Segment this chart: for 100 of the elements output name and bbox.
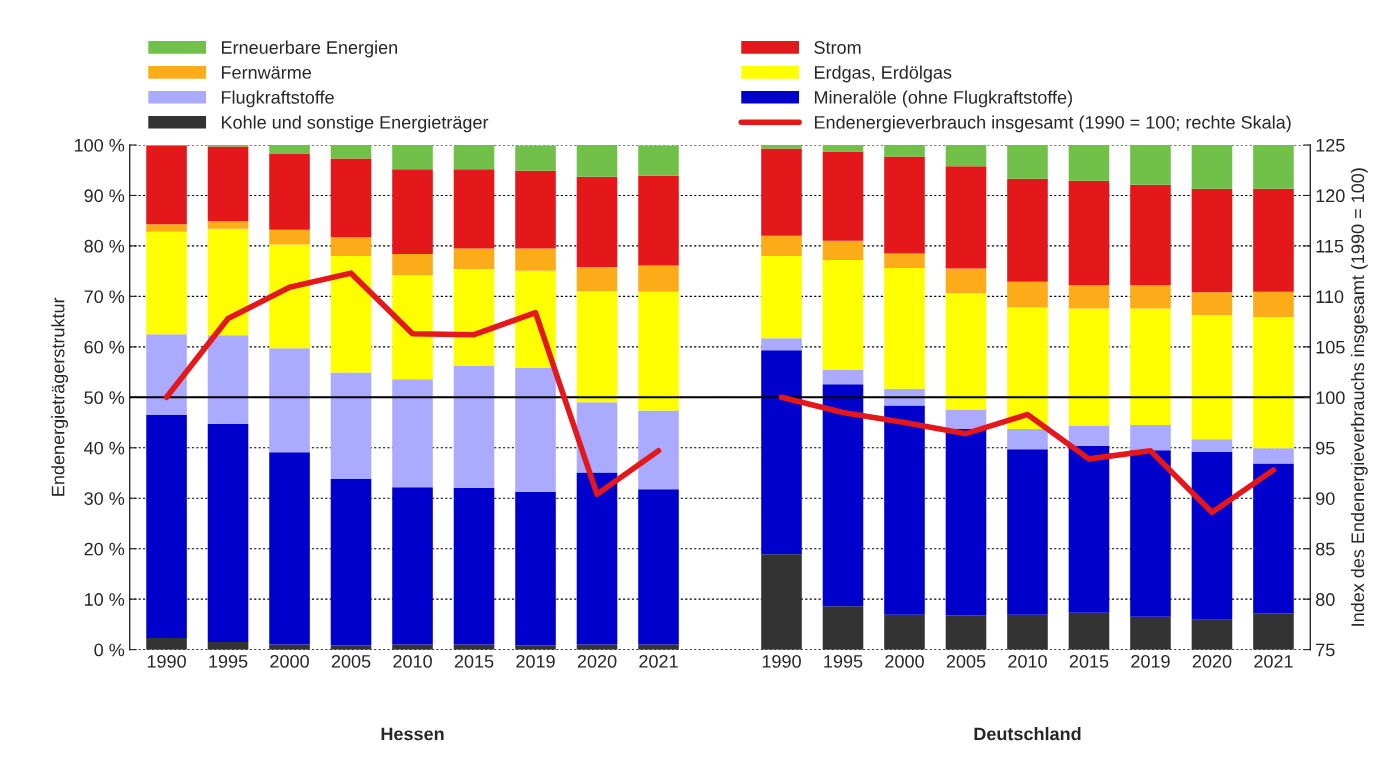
y-tick-label: 20 %: [84, 542, 125, 556]
bar: [1191, 619, 1233, 650]
bar: [822, 370, 864, 385]
bar: [822, 260, 864, 371]
y2-tick-label: 90: [1316, 492, 1335, 505]
bar: [146, 231, 187, 335]
bar: [1253, 448, 1294, 464]
legend-label: Erneuerbare Energien: [221, 40, 397, 58]
bar: [638, 145, 679, 176]
y-tick-label: 70 %: [84, 290, 125, 304]
text: Hessen: [381, 727, 444, 741]
bar: [269, 244, 310, 349]
y2-tick-label: 75: [1316, 643, 1335, 657]
bar: [1191, 144, 1233, 189]
bar: [884, 614, 925, 650]
x-tick-label: 2010: [393, 654, 432, 668]
bar: [515, 491, 556, 646]
bar: [1253, 144, 1294, 189]
x-tick-label: 1995: [824, 654, 863, 668]
bar: [515, 145, 556, 171]
bar: [761, 148, 802, 236]
x-tick-label: 2015: [454, 654, 494, 668]
bar: [1191, 451, 1233, 620]
y2-tick-label: 115: [1316, 240, 1344, 253]
bar: [330, 372, 372, 480]
bar: [1068, 612, 1110, 650]
bar: [576, 291, 618, 403]
bar: [1191, 315, 1233, 440]
legend-label: Fernwärme: [221, 66, 311, 79]
y2-tick-label: 120: [1316, 189, 1345, 203]
bar: [1253, 463, 1294, 614]
bar: [392, 169, 433, 254]
legend-label: Mineralöle (ohne Flugkraftstoffe): [814, 90, 1072, 108]
bar: [761, 338, 802, 351]
bar: [1068, 445, 1110, 613]
y2-tick-label: 95: [1316, 441, 1335, 455]
bar: [269, 348, 310, 453]
legend-label: Kohle und sonstige Energieträger: [221, 115, 489, 133]
bar: [392, 253, 433, 276]
bar: [269, 144, 310, 154]
y2-axis-title: Index des Endenergieverbrauchs insgesamt (1990 = 100): [1350, 168, 1368, 626]
x-tick-label: 2021: [1254, 654, 1293, 668]
bar: [945, 615, 987, 650]
bar: [884, 405, 925, 615]
bar: [146, 638, 187, 650]
bar: [392, 275, 433, 380]
bar: [1068, 180, 1110, 286]
bar: [453, 487, 495, 645]
bar: [207, 221, 249, 229]
bar: [330, 158, 372, 238]
y-tick-label: 30 %: [84, 492, 125, 505]
x-tick-label: 1995: [209, 654, 248, 668]
bar: [1007, 429, 1048, 450]
bar: [515, 170, 556, 249]
bar: [207, 424, 249, 643]
bar: [392, 487, 433, 645]
bar: [1068, 308, 1110, 426]
bar: [1007, 178, 1048, 282]
y2-tick-label: 80: [1316, 593, 1335, 606]
bar: [1253, 188, 1294, 292]
bar: [1007, 144, 1048, 179]
bar: [761, 350, 802, 555]
bar: [761, 554, 802, 650]
bar: [822, 606, 864, 650]
bar: [945, 144, 987, 167]
y2-tick-label: 100: [1316, 391, 1345, 405]
bar: [1191, 439, 1233, 452]
bar: [146, 414, 187, 639]
x-tick-label: 2005: [331, 654, 371, 668]
y-tick-label: 10 %: [85, 593, 125, 606]
bar: [1068, 144, 1110, 181]
x-tick-label: 2000: [270, 654, 309, 668]
bar: [761, 255, 802, 339]
bar: [453, 144, 495, 170]
bar: [330, 144, 372, 159]
bar: [638, 175, 679, 266]
x-tick-label: 2015: [1069, 654, 1109, 668]
bar: [1007, 449, 1048, 615]
text: Deutschland: [974, 727, 1081, 741]
bar: [207, 335, 249, 425]
bar: [453, 169, 495, 249]
bar: [822, 384, 864, 607]
x-tick-label: 2019: [516, 654, 555, 668]
y-tick-label: 40 %: [84, 441, 125, 455]
bar: [269, 452, 310, 645]
legend-label: Erdgas, Erdölgas: [814, 65, 952, 83]
bar: [1007, 281, 1048, 308]
bar: [945, 293, 987, 410]
bar: [638, 489, 679, 645]
bar: [945, 166, 987, 269]
legend-label: Endenergieverbrauch insgesamt (1990 = 100; rechte Skala): [814, 115, 1291, 133]
bar: [207, 146, 249, 222]
y-tick-label: 50 %: [84, 391, 125, 405]
bar: [392, 144, 433, 170]
x-tick-label: 2000: [885, 654, 924, 668]
bar: [638, 291, 679, 411]
bar: [1253, 291, 1294, 318]
legend-label: Strom: [814, 41, 861, 54]
bar: [453, 366, 495, 488]
bar: [515, 368, 556, 492]
